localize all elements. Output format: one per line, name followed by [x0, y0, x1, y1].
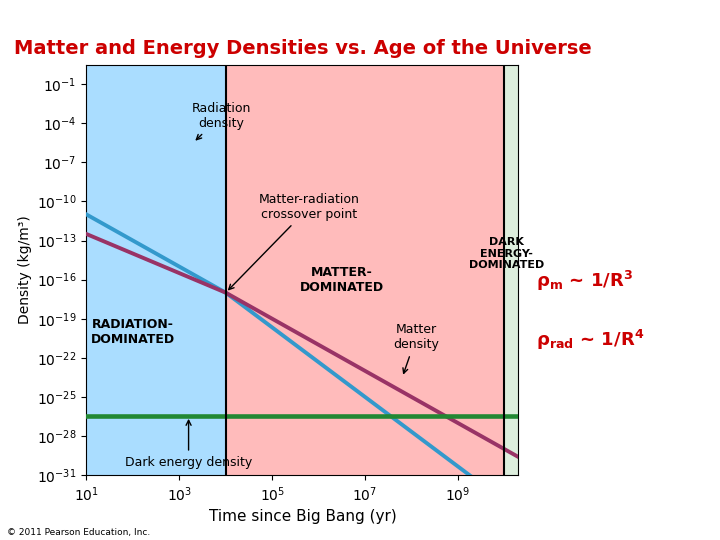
Y-axis label: Density (kg/m³): Density (kg/m³): [17, 215, 32, 325]
Text: $\mathbf{\rho_m}$ ~ 1/R$\mathbf{^3}$: $\mathbf{\rho_m}$ ~ 1/R$\mathbf{^3}$: [536, 269, 634, 293]
Text: Matter
density: Matter density: [393, 323, 439, 373]
Text: Matter-radiation
crossover point: Matter-radiation crossover point: [229, 193, 360, 289]
Text: DARK
ENERGY-
DOMINATED: DARK ENERGY- DOMINATED: [469, 237, 544, 270]
X-axis label: Time since Big Bang (yr): Time since Big Bang (yr): [209, 509, 396, 524]
Bar: [505, 65, 518, 475]
Text: RADIATION-
DOMINATED: RADIATION- DOMINATED: [91, 318, 175, 346]
Text: Dark energy density: Dark energy density: [125, 420, 252, 469]
Title: Matter and Energy Densities vs. Age of the Universe: Matter and Energy Densities vs. Age of t…: [14, 39, 591, 58]
Bar: [226, 65, 505, 475]
Text: © 2011 Pearson Education, Inc.: © 2011 Pearson Education, Inc.: [7, 528, 150, 537]
Text: Radiation
density: Radiation density: [192, 102, 251, 140]
Text: MATTER-
DOMINATED: MATTER- DOMINATED: [300, 266, 384, 294]
Bar: [86, 65, 226, 475]
Text: $\mathbf{\rho_{rad}}$ ~ 1/R$\mathbf{^4}$: $\mathbf{\rho_{rad}}$ ~ 1/R$\mathbf{^4}$: [536, 328, 644, 352]
